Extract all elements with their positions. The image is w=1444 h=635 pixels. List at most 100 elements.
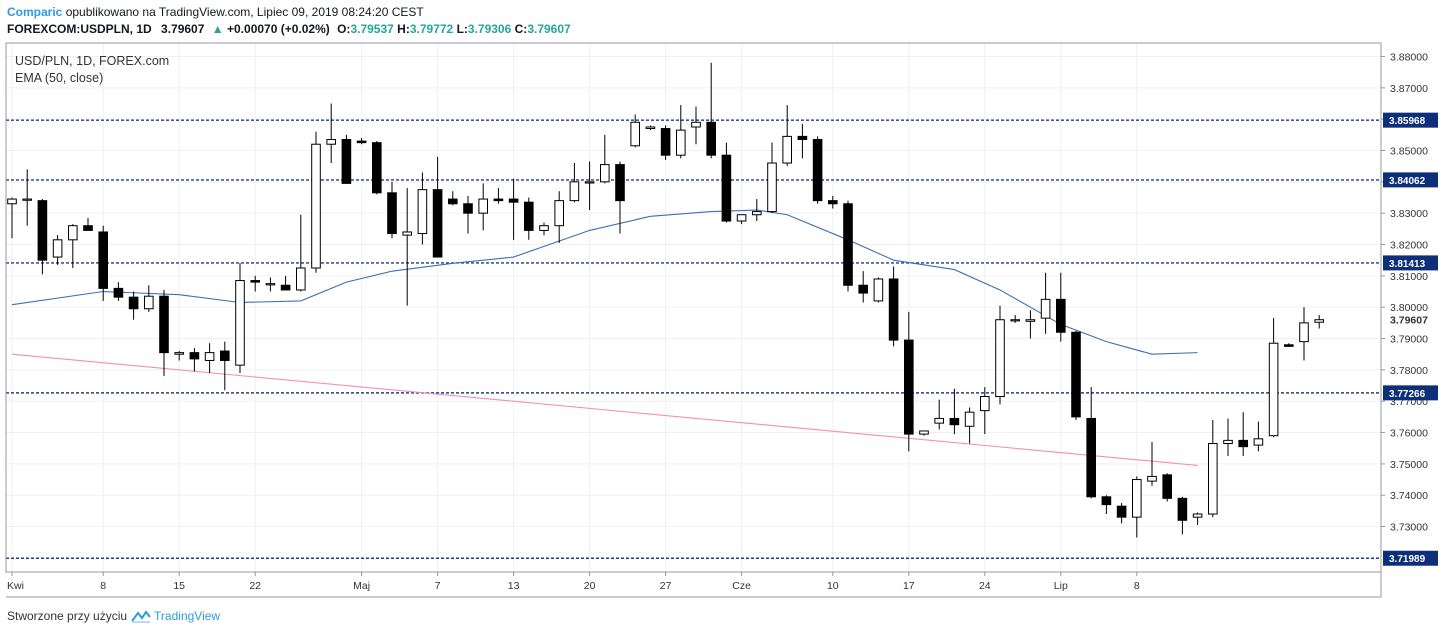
candle-body: [52, 239, 63, 258]
x-tick-label: Cze: [732, 580, 751, 592]
candle-body: [1223, 439, 1233, 445]
candle: [417, 172, 428, 245]
candle-body: [858, 284, 869, 294]
candle: [828, 195, 838, 209]
candle-body: [1253, 438, 1264, 446]
candle: [1238, 412, 1249, 457]
candle: [1253, 421, 1264, 452]
horizontal-levels: [6, 119, 1381, 559]
candle-body: [1086, 417, 1097, 498]
candle-body: [539, 225, 549, 231]
candle-body: [7, 198, 17, 205]
candle-body: [1177, 497, 1188, 521]
candle-body: [782, 135, 793, 164]
candle: [934, 399, 945, 430]
high-value: 3.79772: [409, 22, 454, 36]
legend-indicator: EMA (50, close): [15, 71, 104, 85]
candle-body: [1314, 319, 1325, 323]
candle: [235, 263, 245, 373]
candle-body: [949, 417, 960, 426]
candle: [448, 191, 458, 206]
candle-body: [493, 198, 504, 202]
symbol-line: FOREXCOM:USDPLN, 1D: [7, 22, 152, 36]
chart-legend: USD/PLN, 1D, FOREX.com EMA (50, close): [15, 53, 169, 87]
y-tick-label: 3.76000: [1390, 428, 1428, 440]
candle-body: [888, 278, 899, 341]
footer: Stworzone przy użyciu TradingView: [7, 609, 220, 623]
candle-body: [1132, 479, 1142, 518]
candle: [372, 141, 382, 195]
candle-body: [828, 200, 838, 205]
candle: [52, 235, 63, 265]
candle-body: [904, 339, 914, 435]
candle: [1132, 476, 1142, 538]
candle: [949, 388, 960, 435]
tradingview-link[interactable]: TradingView: [131, 609, 220, 623]
candle: [402, 188, 412, 306]
candle: [189, 347, 200, 372]
candle: [524, 197, 534, 240]
candle-body: [463, 203, 473, 214]
candle: [630, 114, 641, 148]
candle: [7, 197, 17, 239]
candle: [812, 136, 823, 204]
candle: [873, 277, 884, 303]
grid: [6, 43, 1381, 572]
candle: [311, 131, 321, 273]
candle: [1314, 315, 1325, 329]
candle: [736, 214, 747, 225]
low-value: 3.79306: [467, 22, 512, 36]
level-price-tag: [1383, 550, 1438, 566]
publisher-name[interactable]: Comparic: [7, 5, 63, 19]
x-tick-label: 15: [173, 580, 185, 592]
candle: [1025, 310, 1036, 339]
candle-body: [873, 278, 884, 302]
candle: [1299, 307, 1309, 361]
low-label: L:: [456, 22, 468, 36]
candle-body: [1101, 496, 1112, 506]
candle: [128, 291, 139, 320]
candle: [37, 199, 48, 275]
x-tick-label: 7: [435, 580, 441, 592]
x-tick-label: Kwi: [7, 580, 24, 592]
candle-body: [235, 280, 245, 366]
candle-body: [1284, 344, 1294, 347]
candle: [326, 103, 336, 164]
y-tick-label: 3.75000: [1390, 459, 1428, 471]
candle-body: [113, 287, 124, 298]
candle-body: [311, 143, 321, 269]
candle: [1056, 272, 1066, 342]
y-tick-label: 3.88000: [1390, 51, 1428, 63]
candle-body: [1040, 298, 1051, 319]
candle: [660, 125, 671, 160]
x-tick-label: 13: [508, 580, 520, 592]
candle-body: [508, 198, 519, 203]
y-tick-label: 3.85000: [1390, 145, 1428, 157]
candle-body: [83, 225, 93, 231]
candle-body: [615, 164, 625, 202]
candle: [1268, 318, 1279, 438]
candle-body: [1268, 342, 1279, 437]
candle-body: [189, 352, 200, 360]
x-tick-label: 27: [660, 580, 672, 592]
candle: [584, 161, 595, 211]
candle-body: [37, 200, 48, 261]
candle-body: [174, 352, 184, 355]
x-tick-label: 10: [827, 580, 839, 592]
candle: [159, 289, 169, 377]
candle: [964, 407, 975, 444]
y-tick-label: 3.74000: [1390, 490, 1428, 502]
candle-body: [645, 126, 656, 130]
y-tick-label: 3.87000: [1390, 83, 1428, 95]
candle-body: [417, 189, 428, 235]
candle: [676, 105, 686, 159]
candle: [1192, 512, 1203, 525]
level-price-label: 3.77266: [1389, 389, 1426, 400]
candle-body: [752, 211, 762, 216]
candle-body: [432, 189, 443, 258]
ema-line: [11, 209, 1198, 355]
candle-body: [280, 284, 291, 291]
candle: [478, 183, 488, 231]
candle-body: [584, 181, 595, 184]
